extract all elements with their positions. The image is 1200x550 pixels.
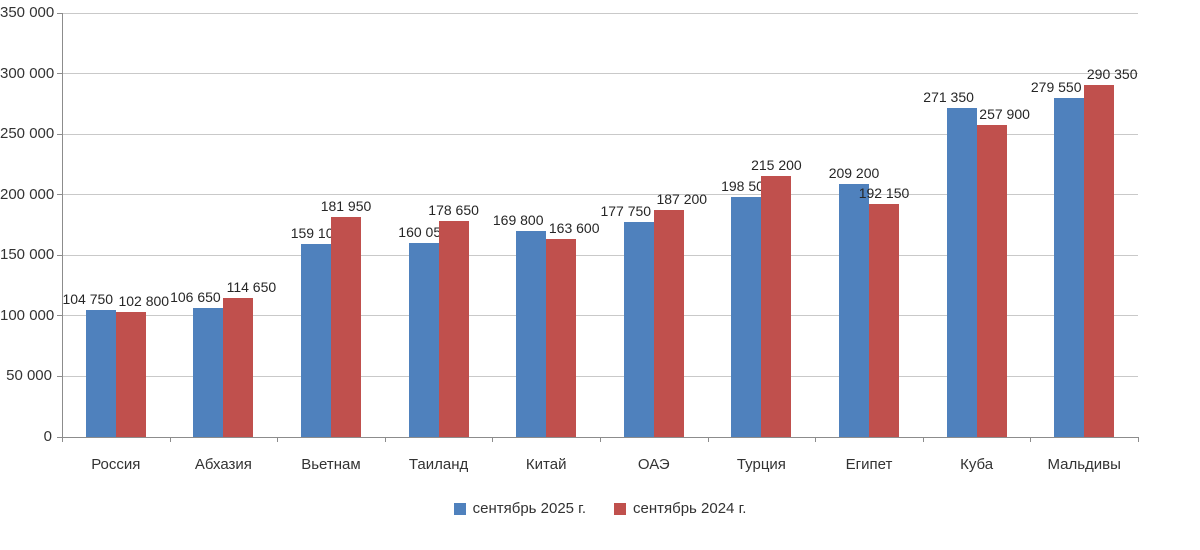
y-axis-tick	[57, 194, 62, 196]
category-label-3: Таиланд	[408, 456, 469, 473]
y-axis-tick	[57, 315, 62, 317]
bar-value-label: 187 200	[656, 191, 708, 208]
category-label-7: Египет	[845, 456, 893, 473]
bar-value-label: 198 500	[721, 177, 772, 194]
y-axis-tick	[57, 133, 62, 135]
gridline	[62, 12, 1138, 14]
bar-value-label: 257 900	[979, 105, 1030, 122]
category-label-8: Куба	[960, 456, 994, 473]
bar-value-label: 177 750	[600, 202, 652, 219]
legend-item-sep-2025: сентябрь 2025 г.	[453, 500, 586, 517]
bar-sep-2024-4	[546, 238, 577, 437]
bar-sep-2025-0	[85, 310, 116, 437]
legend-label-sep-2024: сентябрь 2024 г.	[633, 500, 747, 517]
bar-sep-2024-3	[438, 220, 469, 437]
bar-sep-2025-3	[408, 243, 439, 437]
y-axis-line	[62, 13, 63, 438]
x-axis-tick	[492, 437, 494, 442]
x-axis-tick	[62, 437, 63, 442]
bar-value-label: 215 200	[751, 157, 802, 174]
bar-sep-2025-7	[839, 183, 869, 437]
bar-sep-2025-5	[623, 221, 654, 437]
y-axis-tick	[57, 12, 62, 14]
gridline	[62, 194, 1138, 196]
legend-swatch-sep-2024	[614, 502, 626, 515]
gridline	[62, 315, 1138, 317]
bar-value-label: 102 800	[118, 293, 170, 310]
bar-sep-2024-9	[1084, 85, 1115, 437]
category-label-6: Турция	[736, 456, 786, 473]
y-axis-tick	[57, 254, 62, 256]
category-label-9: Мальдивы	[1047, 456, 1121, 473]
gridline	[62, 133, 1138, 135]
x-axis-tick	[277, 437, 279, 442]
y-axis-tick-label: 100 000	[0, 306, 55, 324]
legend-swatch-sep-2025	[453, 502, 466, 515]
y-axis-tick-label: 200 000	[0, 185, 55, 203]
bar-sep-2024-1	[223, 298, 254, 437]
bar-value-label: 169 800	[492, 212, 544, 229]
bar-value-label: 178 650	[428, 201, 479, 218]
gridline	[62, 375, 1138, 377]
x-axis-tick	[707, 437, 709, 442]
gridline	[62, 254, 1138, 256]
bar-value-label: 290 350	[1086, 66, 1138, 83]
y-axis-tick	[57, 73, 62, 75]
bar-sep-2024-2	[331, 216, 361, 437]
bar-value-label: 106 650	[170, 288, 221, 305]
bar-sep-2025-1	[193, 307, 224, 437]
bar-sep-2024-5	[653, 210, 684, 437]
y-axis-tick-label: 50 000	[6, 367, 52, 385]
x-axis-tick	[384, 437, 386, 442]
bar-value-label: 163 600	[548, 219, 600, 236]
bar-sep-2025-8	[946, 108, 977, 437]
x-axis-tick	[922, 437, 924, 442]
bar-value-label: 104 750	[62, 291, 114, 308]
y-axis-tick-label: 300 000	[0, 64, 55, 82]
legend-label-sep-2025: сентябрь 2025 г.	[472, 500, 586, 517]
y-axis-tick-label: 0	[43, 428, 52, 445]
bar-value-label: 271 350	[923, 89, 974, 106]
y-axis-tick-label: 350 000	[0, 4, 55, 21]
category-label-2: Вьетнам	[301, 456, 361, 473]
category-label-1: Абхазия	[194, 456, 252, 473]
bar-value-label: 181 950	[320, 197, 372, 214]
legend-item-sep-2024: сентябрь 2024 г.	[614, 500, 746, 517]
y-axis-tick-label: 150 000	[0, 246, 55, 264]
x-axis-tick	[815, 437, 817, 442]
y-axis-tick-label: 250 000	[0, 125, 55, 143]
category-label-5: ОАЭ	[637, 456, 670, 473]
bar-value-label: 160 050	[398, 224, 449, 241]
bar-sep-2025-4	[516, 231, 547, 437]
x-axis-tick	[169, 437, 171, 442]
bar-value-label: 279 550	[1030, 79, 1082, 96]
bar-sep-2025-9	[1054, 98, 1085, 437]
category-label-0: Россия	[91, 456, 141, 473]
bar-value-label: 159 100	[290, 225, 342, 242]
bar-value-label: 192 150	[858, 185, 910, 202]
bar-sep-2024-8	[976, 124, 1007, 437]
bar-sep-2025-6	[731, 196, 762, 437]
y-axis-tick	[57, 436, 62, 438]
bar-sep-2024-0	[115, 312, 146, 437]
x-axis-tick	[1030, 437, 1032, 442]
bar-value-label: 209 200	[828, 164, 880, 181]
gridline	[62, 73, 1138, 75]
bar-sep-2024-6	[761, 176, 792, 437]
y-axis-tick	[57, 375, 62, 377]
category-label-4: Китай	[525, 456, 567, 473]
x-axis-tick	[1138, 437, 1139, 442]
bar-sep-2025-2	[301, 244, 331, 437]
x-axis-tick	[600, 437, 601, 442]
bar-value-label: 114 650	[226, 279, 277, 296]
legend: сентябрь 2025 г. сентябрь 2024 г.	[0, 500, 1200, 517]
bar-sep-2024-7	[869, 204, 899, 437]
